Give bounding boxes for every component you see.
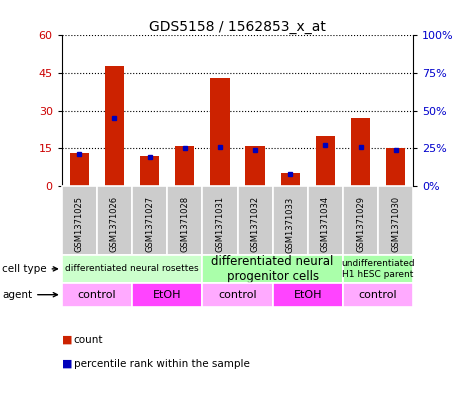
FancyBboxPatch shape	[238, 186, 273, 255]
Text: GSM1371034: GSM1371034	[321, 196, 330, 252]
Bar	[386, 148, 405, 186]
FancyBboxPatch shape	[343, 255, 413, 283]
Bar	[70, 153, 89, 186]
FancyBboxPatch shape	[132, 186, 167, 255]
Bar	[105, 66, 124, 186]
Text: GSM1371030: GSM1371030	[391, 196, 400, 252]
Bar	[210, 78, 229, 186]
Bar	[351, 118, 370, 186]
Bar	[246, 146, 265, 186]
Text: agent: agent	[2, 290, 57, 300]
Text: EtOH: EtOH	[294, 290, 322, 300]
Text: ■: ■	[62, 358, 72, 369]
FancyBboxPatch shape	[308, 186, 343, 255]
FancyBboxPatch shape	[343, 186, 378, 255]
Text: GSM1371033: GSM1371033	[286, 196, 294, 253]
Bar	[281, 173, 300, 186]
Text: ■: ■	[62, 335, 72, 345]
Title: GDS5158 / 1562853_x_at: GDS5158 / 1562853_x_at	[149, 20, 326, 34]
Text: GSM1371027: GSM1371027	[145, 196, 154, 252]
FancyBboxPatch shape	[167, 186, 202, 255]
Text: GSM1371026: GSM1371026	[110, 196, 119, 252]
Text: GSM1371028: GSM1371028	[180, 196, 189, 252]
FancyBboxPatch shape	[97, 186, 132, 255]
FancyBboxPatch shape	[62, 283, 132, 307]
FancyBboxPatch shape	[132, 283, 202, 307]
FancyBboxPatch shape	[202, 283, 273, 307]
FancyBboxPatch shape	[343, 283, 413, 307]
Text: GSM1371032: GSM1371032	[251, 196, 259, 252]
Text: GSM1371029: GSM1371029	[356, 196, 365, 252]
Bar	[316, 136, 335, 186]
Text: count: count	[74, 335, 103, 345]
Text: control: control	[218, 290, 257, 300]
FancyBboxPatch shape	[202, 255, 343, 283]
Text: undifferentiated
H1 hESC parent: undifferentiated H1 hESC parent	[341, 259, 415, 279]
FancyBboxPatch shape	[378, 186, 413, 255]
FancyBboxPatch shape	[273, 186, 308, 255]
Text: cell type: cell type	[2, 264, 57, 274]
Bar	[175, 146, 194, 186]
Text: EtOH: EtOH	[153, 290, 181, 300]
FancyBboxPatch shape	[202, 186, 238, 255]
Text: differentiated neural
progenitor cells: differentiated neural progenitor cells	[211, 255, 334, 283]
Text: GSM1371025: GSM1371025	[75, 196, 84, 252]
Text: control: control	[77, 290, 116, 300]
Text: control: control	[359, 290, 398, 300]
Text: percentile rank within the sample: percentile rank within the sample	[74, 358, 249, 369]
FancyBboxPatch shape	[273, 283, 343, 307]
Bar	[140, 156, 159, 186]
Text: GSM1371031: GSM1371031	[216, 196, 224, 252]
Text: differentiated neural rosettes: differentiated neural rosettes	[65, 264, 199, 274]
FancyBboxPatch shape	[62, 186, 97, 255]
FancyBboxPatch shape	[62, 255, 202, 283]
